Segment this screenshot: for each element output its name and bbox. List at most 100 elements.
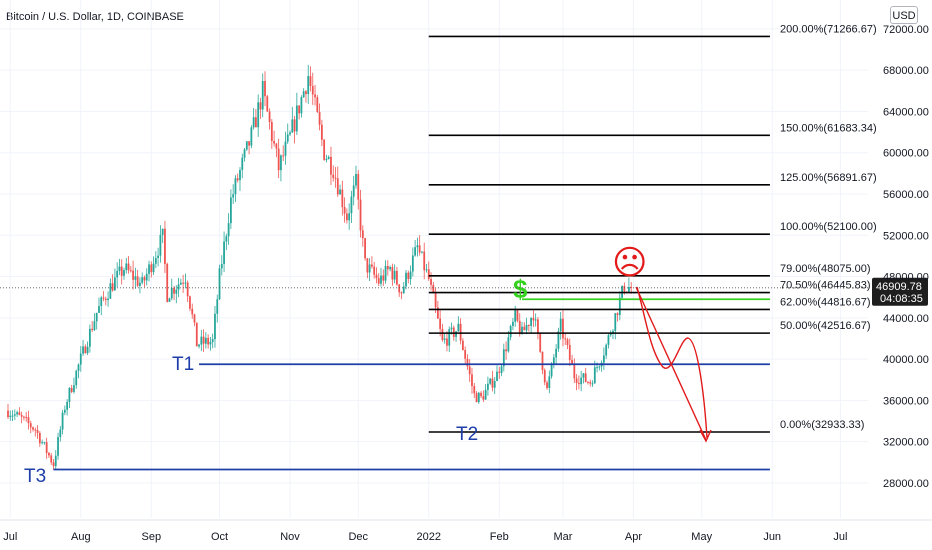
candle-body [352,185,355,197]
x-tick-label: 2022 [417,531,441,543]
candle-body [250,127,253,146]
candle-body [464,350,467,359]
y-tick-label: 56000.00 [883,189,929,201]
candle-body [516,310,519,321]
candle-body [45,442,48,453]
candle-body [184,282,187,284]
candle-body [113,277,116,291]
candle-body [402,286,405,294]
candle-body [141,277,144,283]
candle-body [518,320,521,334]
candle-body [357,173,360,200]
currency-button[interactable]: USD [890,6,918,24]
candle-body [63,409,66,413]
candle-body [541,351,544,371]
y-tick-label: 48000.00 [883,272,929,284]
candle-body [118,266,121,271]
x-tick-label: Aug [71,531,91,543]
fib-level-label: 0.00%(32933.33) [780,419,864,431]
x-tick-label: Feb [490,531,509,543]
candle-body [177,284,180,290]
candle-body [291,119,294,133]
candle-body [411,255,414,272]
projection-curve [636,286,708,439]
candle-body [421,251,423,253]
candle-body [336,178,339,195]
candle-body [441,328,444,340]
candle-body [145,273,148,281]
candle-body [268,111,271,122]
x-tick-label: Nov [280,531,300,543]
candle-body [93,321,96,331]
dollar-annotation: $ [513,274,528,304]
candle-body [498,371,501,373]
candle-body [496,371,498,382]
candle-body [154,257,157,264]
candle-body [318,112,321,125]
candle-body [43,442,46,444]
candle-body [443,338,446,340]
candle-body [605,344,608,356]
candle-body [305,91,307,95]
last-price-value: 46909.78 [876,281,922,293]
candle-body [505,349,507,352]
candle-body [477,392,480,403]
candle-body [612,330,614,334]
candle-body [427,269,430,280]
last-price-tag [872,277,928,306]
candle-body [509,326,512,338]
candle-body [571,359,573,365]
candle-body [255,117,257,128]
candle-body [539,333,542,352]
candle-body [580,377,583,385]
candle-body [70,387,73,392]
candle-body [339,189,341,195]
candle-body [396,270,398,285]
candle-body [207,337,210,345]
candle-body [530,318,533,326]
label-t1: T1 [172,354,194,375]
time-axis[interactable]: Jul Aug Sep Oct Nov Dec 2022 Feb Mar Apr May Jun Jul [0,519,932,543]
candle-body [152,263,155,273]
candle-body [220,264,223,269]
candle-body [104,298,107,301]
candle-body [623,285,626,292]
candle-body [502,349,505,367]
candle-body [573,364,576,379]
candle-body [23,416,25,418]
candle-body [223,241,225,265]
candle-body [380,275,382,284]
candle-body [150,264,153,273]
candle-body [200,336,203,345]
candle-body [537,319,539,334]
candle-body [384,266,387,281]
candle-body [95,312,98,322]
candle-body [348,213,351,221]
candle-body [120,266,123,276]
sad-face-icon: ☹ [612,243,647,283]
price-axis[interactable]: 72000.00 68000.00 64000.00 60000.00 56000.00… [883,24,929,490]
candle-body [209,341,212,345]
candle-body [54,455,57,467]
candle-body [559,318,562,332]
candle-body [236,178,239,181]
candle-body [389,267,392,270]
candle-body [616,313,619,315]
fib-extension: 200.00%(71266.67) 150.00%(61683.34) 125.00… [428,23,877,433]
candle-body [48,452,50,456]
candle-body [366,258,369,273]
projection-line [635,286,707,441]
candle-body [327,156,330,159]
fib-level-label: 62.00%(44816.67) [780,296,871,308]
candle-body [361,230,364,239]
x-tick-label: Jul [3,531,17,543]
candle-body [175,289,178,294]
candle-body [127,263,130,271]
candle-body [66,401,69,410]
candle-body [425,269,428,271]
candle-body [193,314,196,323]
candle-body [139,282,141,286]
candle-body [446,338,448,346]
candle-body [368,264,371,273]
